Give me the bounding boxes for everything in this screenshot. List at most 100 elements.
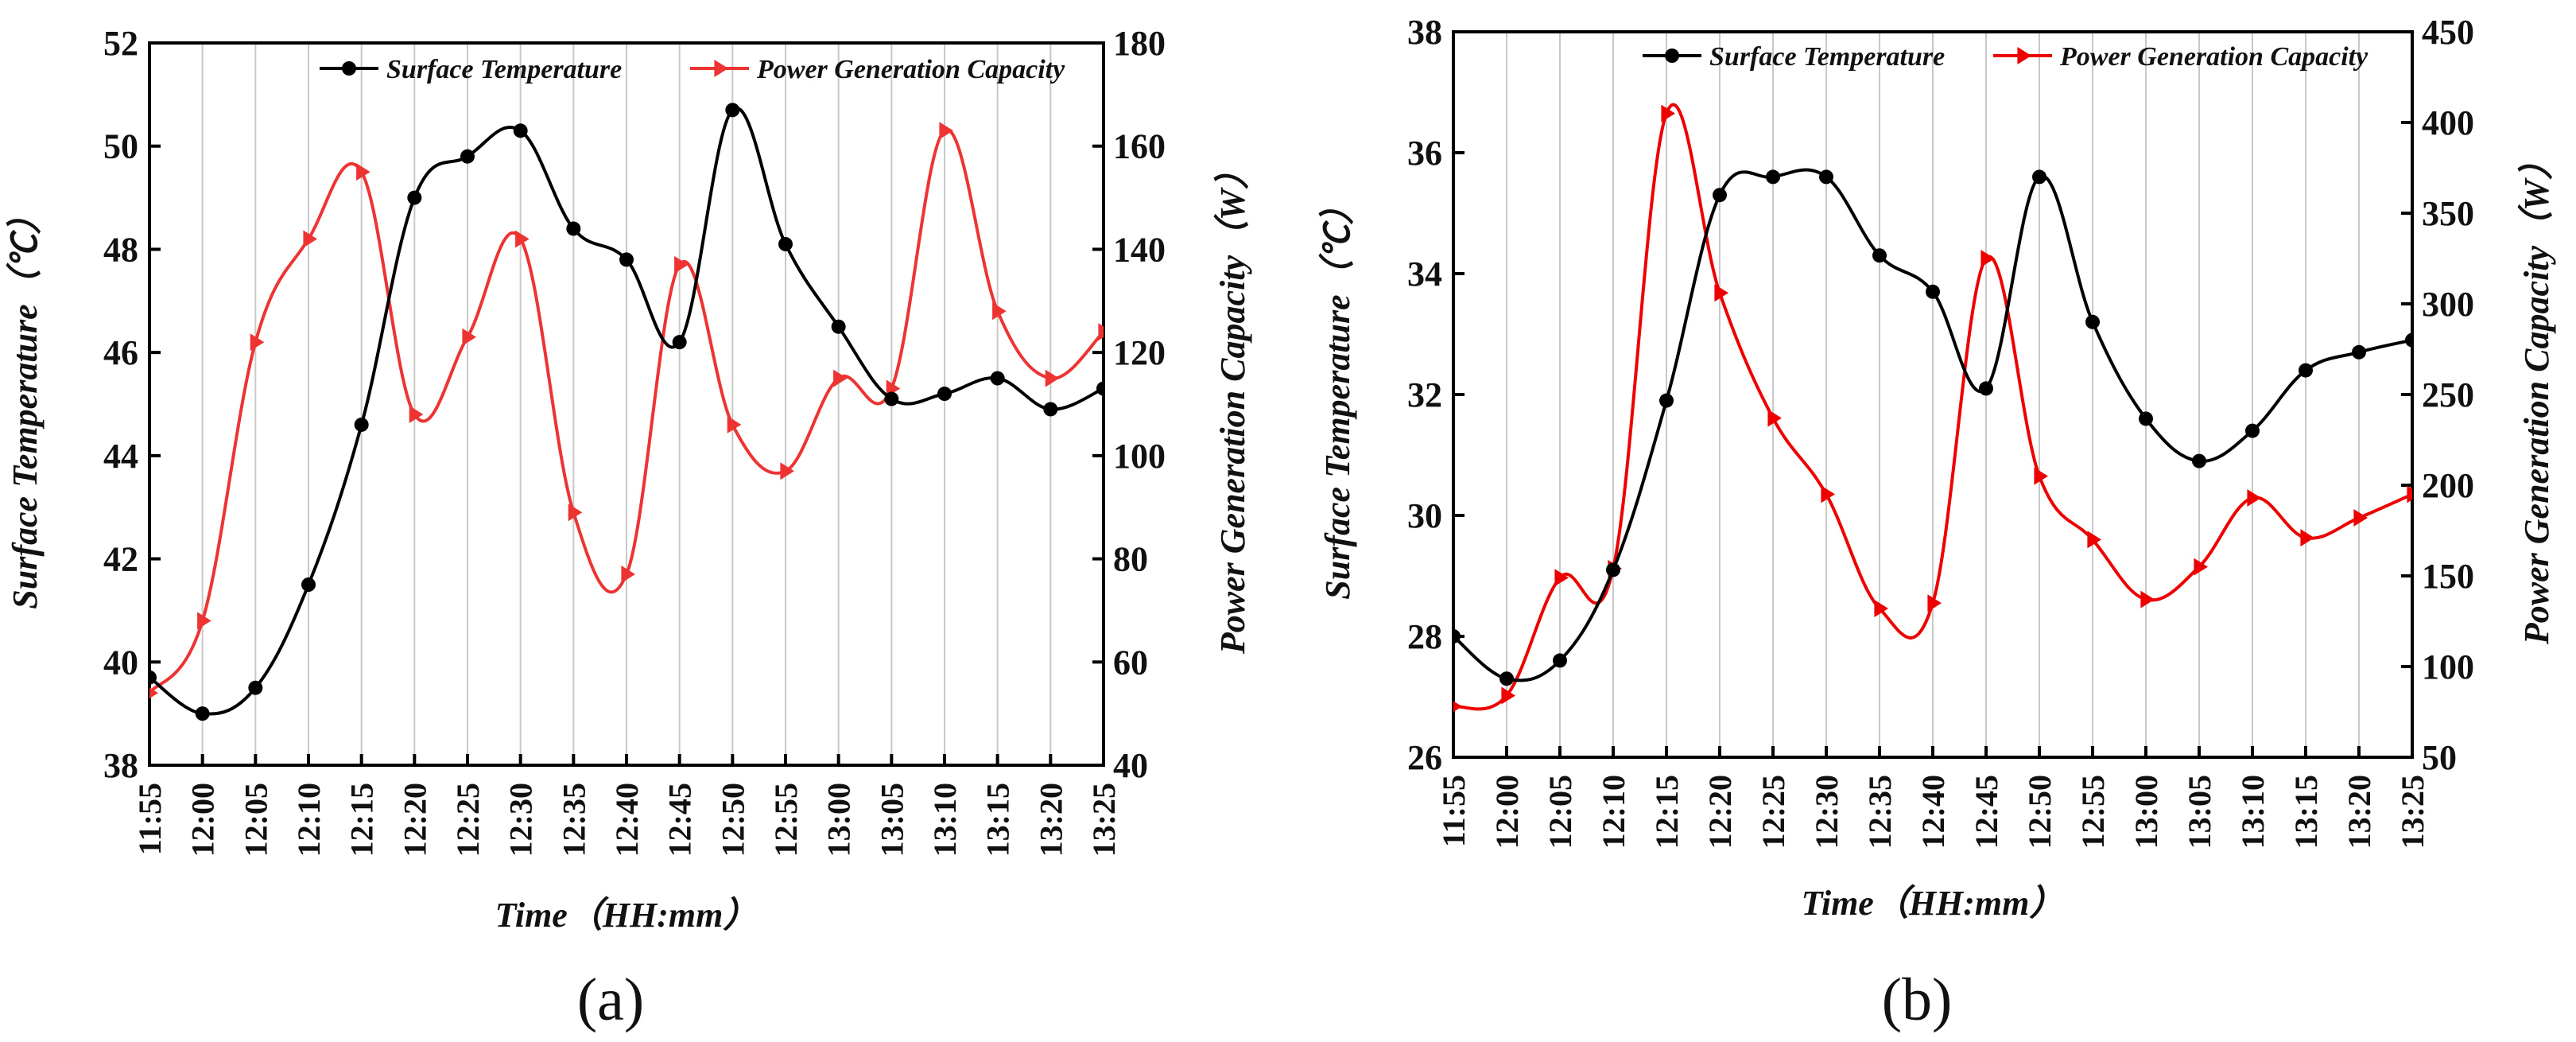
y-tick-label: 44	[103, 437, 138, 476]
data-point	[1926, 284, 1940, 299]
series-power-generation-capacity	[149, 122, 1104, 699]
x-tick-label: 12:45	[1969, 775, 2004, 849]
panel-caption: (a)	[577, 966, 644, 1033]
data-point	[2194, 558, 2208, 576]
x-tick-label: 12:15	[344, 783, 380, 857]
data-point	[1606, 562, 1620, 577]
y-tick-label: 28	[1407, 617, 1442, 656]
data-point	[780, 462, 794, 480]
y-tick-label: 46	[103, 333, 138, 372]
data-point	[301, 577, 316, 592]
series-surface-temperature	[1453, 168, 2412, 686]
x-tick-label: 12:10	[1596, 775, 1631, 849]
data-point	[1979, 381, 1993, 396]
data-point	[1713, 188, 1727, 203]
y-tick-label: 38	[1407, 13, 1442, 52]
y-right-tick-label: 300	[2422, 285, 2474, 324]
data-point	[407, 190, 422, 205]
data-point	[2353, 509, 2368, 527]
data-point	[515, 230, 530, 248]
x-tick-label: 12:40	[1915, 775, 1951, 849]
data-point	[939, 122, 953, 140]
x-tick-label: 12:45	[662, 783, 698, 857]
x-tick-label: 12:30	[1809, 775, 1845, 849]
data-point	[1819, 169, 1833, 185]
y-axis-title: Surface Temperature（℃）	[1318, 189, 1357, 599]
y-tick-label: 32	[1407, 375, 1442, 414]
y-right-tick-label: 140	[1113, 230, 1166, 269]
grid-lines	[1506, 32, 2360, 757]
data-point	[462, 328, 476, 346]
y-right-tick-label: 100	[2422, 647, 2474, 686]
x-tick-label: 13:15	[2288, 775, 2324, 849]
data-point	[513, 123, 528, 138]
data-point	[2034, 467, 2048, 485]
x-tick-label: 12:05	[238, 783, 274, 857]
data-point	[992, 302, 1007, 321]
y-tick-label: 40	[103, 643, 138, 682]
y-right-tick-label: 350	[2422, 194, 2474, 233]
legend: Surface Temperature Power Generation Capa…	[320, 55, 1065, 84]
data-point	[195, 706, 210, 721]
data-point	[2300, 529, 2314, 547]
data-point	[2139, 411, 2153, 426]
x-tick-label: 12:20	[1702, 775, 1738, 849]
x-tick-label: 12:35	[1862, 775, 1898, 849]
data-point	[778, 236, 793, 251]
x-tick-label: 13:05	[2182, 775, 2217, 849]
data-point	[831, 319, 846, 334]
data-point	[1553, 653, 1567, 668]
y-right-tick-label: 120	[1113, 333, 1166, 372]
data-point	[2192, 453, 2206, 469]
data-point	[2299, 363, 2313, 378]
y-tick-label: 50	[103, 127, 138, 166]
y-right-tick-label: 160	[1113, 127, 1166, 166]
data-point	[1453, 701, 1462, 713]
y-right-tick-label: 100	[1113, 437, 1166, 476]
data-point	[2245, 423, 2260, 438]
data-point	[1714, 284, 1728, 302]
data-point	[1045, 369, 1060, 387]
data-point	[356, 163, 370, 181]
legend-marker	[714, 60, 728, 77]
data-point	[1554, 569, 1569, 587]
legend: Surface Temperature Power Generation Capa…	[1643, 42, 2368, 72]
x-tick-label: 12:40	[609, 783, 645, 857]
data-point	[2405, 332, 2412, 348]
data-point	[1043, 402, 1058, 417]
x-tick-label: 12:55	[768, 783, 804, 857]
data-point	[354, 417, 369, 432]
data-point	[1767, 409, 1782, 427]
x-tick-label: 12:55	[2075, 775, 2111, 849]
y-right-tick-label: 150	[2422, 557, 2474, 596]
x-tick-label: 12:35	[556, 783, 592, 857]
data-point	[1096, 381, 1104, 396]
data-point	[674, 255, 689, 274]
data-point	[725, 103, 740, 118]
data-point	[568, 504, 583, 522]
data-point	[621, 566, 635, 583]
y-tick-label: 34	[1407, 255, 1442, 294]
x-tick-label: 13:10	[927, 783, 963, 857]
series-line	[1453, 168, 2412, 682]
chart-a: 38 40 42 44 46 48 50 52 40 60 80 100 120 140 160 180 11:…	[6, 24, 1252, 1033]
data-point	[1661, 104, 1675, 122]
data-point	[2085, 314, 2100, 329]
data-point	[248, 680, 263, 695]
x-tick-label: 13:00	[821, 783, 857, 857]
y-tick-label: 38	[103, 746, 138, 785]
x-tick-label: 12:10	[291, 783, 327, 857]
legend-marker	[2017, 47, 2031, 64]
data-point	[833, 369, 848, 387]
data-point	[2247, 489, 2261, 507]
data-point	[1501, 686, 1515, 705]
x-tick-label: 12:00	[1489, 775, 1525, 849]
data-point	[460, 149, 475, 164]
data-point	[1874, 600, 1888, 617]
data-point	[1927, 594, 1942, 612]
series-surface-temperature	[149, 103, 1104, 721]
panel-caption: (b)	[1882, 966, 1953, 1033]
y-tick-label: 52	[103, 24, 138, 63]
data-point	[1499, 671, 1514, 686]
y-tick-label: 42	[103, 540, 138, 579]
